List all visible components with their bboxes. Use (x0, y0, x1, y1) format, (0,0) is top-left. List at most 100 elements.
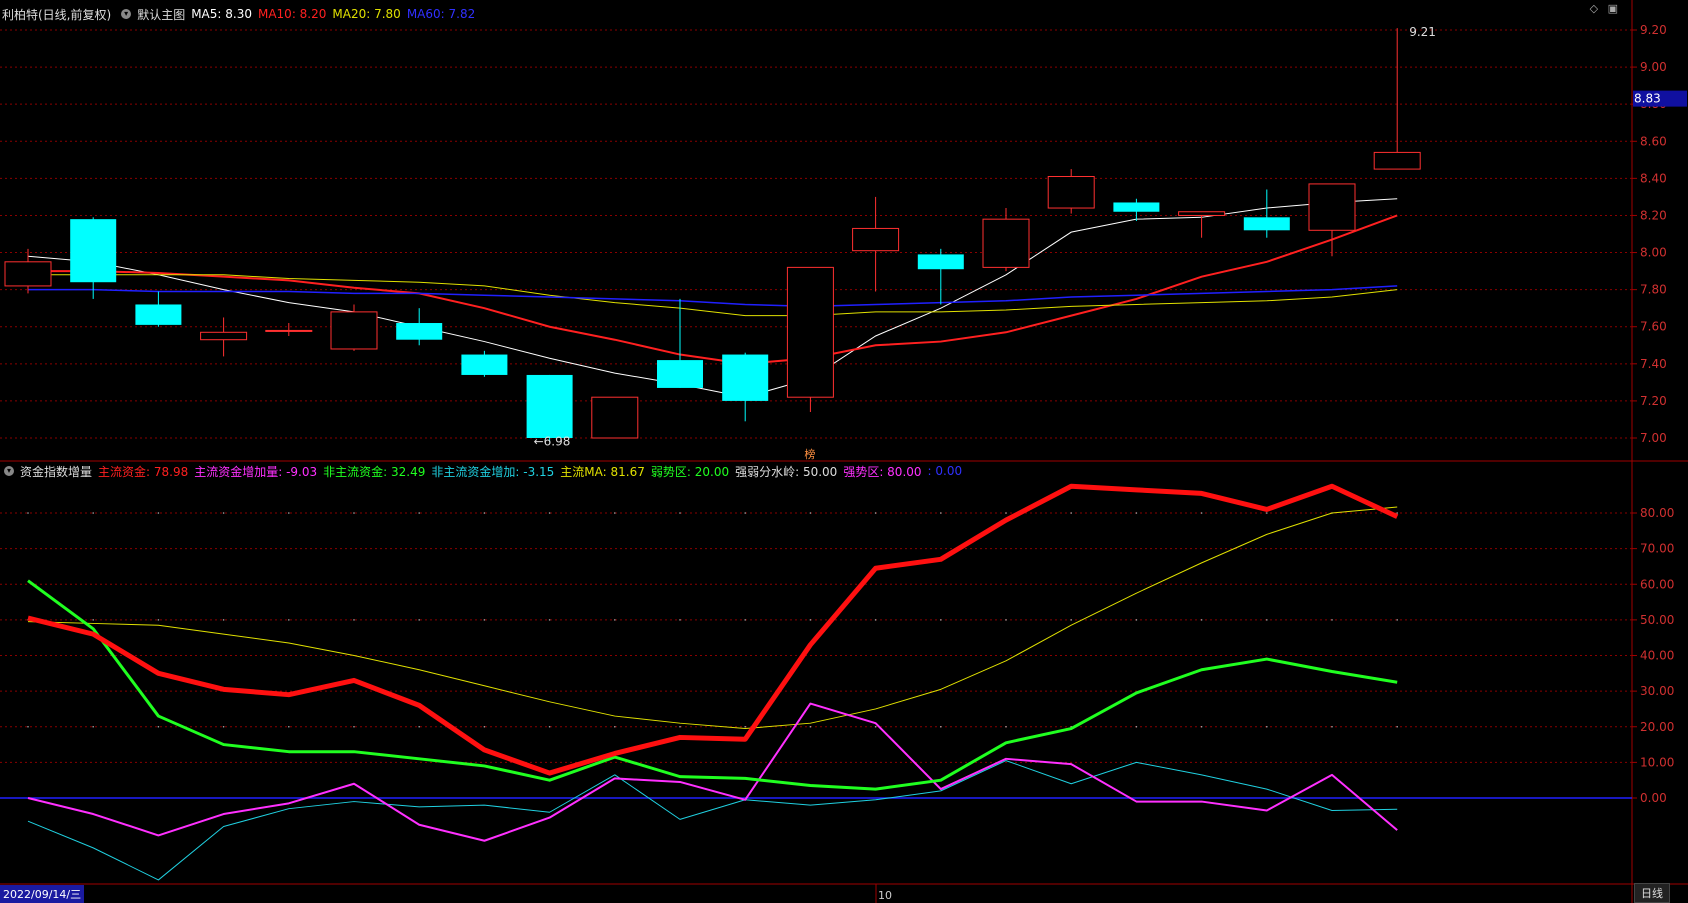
level-dot (1266, 512, 1268, 514)
level-dot (353, 512, 355, 514)
restore-icon[interactable]: ▣ (1607, 2, 1618, 15)
price-tick-label: 9.20 (1640, 23, 1667, 37)
main-fund-label: 主流资金: 78.98 (98, 464, 189, 479)
ma60-label: MA60: 7.82 (406, 7, 476, 21)
level-dot (27, 512, 29, 514)
diamond-icon[interactable]: ◇ (1589, 2, 1599, 15)
candle-body-up (1308, 183, 1356, 231)
candle-body-down (526, 374, 573, 438)
level-dot (483, 725, 486, 728)
level-dot (1070, 619, 1072, 621)
sub-line-4 (27, 506, 1398, 730)
level-dot (222, 725, 225, 728)
ma-line-ma20 (28, 274, 1398, 317)
level-dot (288, 725, 290, 728)
level-dot (418, 512, 421, 514)
level-dot (809, 725, 812, 728)
period-button[interactable]: 日线 (1634, 883, 1670, 903)
level-dot (418, 725, 421, 728)
dropdown-icon[interactable]: ▾ (121, 9, 132, 19)
date-label: 2022/09/14/三 (0, 885, 85, 903)
stock-label[interactable]: 利柏特(日线,前复权) (2, 7, 112, 22)
level-dot (940, 619, 942, 621)
price-tick-label: 7.60 (1640, 320, 1667, 334)
level-dot (1200, 512, 1203, 514)
level-dot (1070, 512, 1072, 514)
level-dot (679, 512, 681, 514)
level-dot (222, 619, 225, 621)
level-dot (809, 619, 812, 621)
level-dot (1266, 619, 1268, 621)
candle-body-up (265, 329, 313, 332)
price-tick-label: 7.80 (1640, 283, 1667, 297)
level-dot (27, 725, 29, 728)
level-dot (744, 725, 746, 728)
level-dot (1135, 619, 1138, 621)
candle-body-up (852, 227, 900, 252)
dropdown-icon[interactable]: ▾ (4, 466, 14, 476)
level-dot (614, 619, 616, 621)
candle-body-up (200, 331, 248, 341)
level-dot (1200, 619, 1203, 621)
level-dot (1396, 725, 1398, 728)
level-dot (809, 512, 812, 514)
level-dot (614, 512, 616, 514)
candle-body-up (1047, 176, 1095, 209)
candle-body-down (657, 360, 703, 388)
candle-body-down (1113, 202, 1160, 212)
ma-line-ma60 (28, 285, 1398, 308)
level-dot (548, 725, 551, 728)
level-dot (353, 725, 355, 728)
price-tick-label: 7.40 (1640, 357, 1667, 371)
price-tick-label: 8.40 (1640, 171, 1667, 185)
candle-body-down (1243, 217, 1290, 231)
indicator-name[interactable]: 资金指数增量 (20, 464, 93, 479)
level-dot (92, 725, 94, 728)
level-dot (614, 725, 616, 728)
main-indicator-label[interactable]: 默认主图 (137, 7, 186, 22)
sub-tick-label: 20.00 (1640, 720, 1674, 734)
level-dot (1005, 725, 1007, 728)
level-dot (1396, 512, 1398, 514)
price-tick-label: 7.00 (1640, 431, 1667, 445)
weak-zone-label: 弱势区: 20.00 (650, 464, 730, 479)
level-dot (679, 725, 681, 728)
level-dot (874, 512, 877, 514)
level-dot (1396, 619, 1398, 621)
sub-tick-label: 60.00 (1640, 577, 1674, 591)
sub-tick-label: 30.00 (1640, 684, 1674, 698)
level-dot (483, 512, 486, 514)
level-dot (940, 512, 942, 514)
level-dot (744, 512, 746, 514)
level-dot (1266, 725, 1268, 728)
price-tick-label: 8.20 (1640, 208, 1667, 222)
level-dot (92, 512, 94, 514)
level-dot (483, 619, 486, 621)
level-dot (1005, 619, 1007, 621)
sub-tick-label: 50.00 (1640, 613, 1674, 627)
main-ma-label: 主流MA: 81.67 (560, 464, 645, 479)
price-tick-label: 8.60 (1640, 134, 1667, 148)
main-chart-header: 利柏特(日线,前复权) ▾ 默认主图 MA5: 8.30 MA10: 8.20 … (0, 6, 481, 22)
ma5-label: MA5: 8.30 (191, 7, 252, 21)
sub-chart-header: ▾ 资金指数增量 主流资金: 78.98 主流资金增加量: -9.03 非主流资… (0, 463, 968, 479)
current-price-box (1633, 90, 1687, 107)
candle-body-up (786, 266, 834, 398)
window-icons: ◇ ▣ (1590, 2, 1618, 15)
candle-body-down (135, 304, 182, 325)
level-dot (1005, 512, 1007, 514)
price-tick-label: 9.00 (1640, 60, 1667, 74)
candle-body-up (4, 261, 52, 287)
divide-label: 强弱分水岭: 50.00 (735, 464, 838, 479)
current-price-label: 8.83 (1634, 92, 1661, 106)
ma-line-ma5 (27, 198, 1398, 398)
candle-body-down (722, 354, 769, 401)
sub-tick-label: 0.00 (1640, 791, 1667, 805)
level-dot (1331, 725, 1333, 728)
non-main-fund-label: 非主流资金: 32.49 (323, 464, 426, 479)
main-fund-inc-label: 主流资金增加量: -9.03 (194, 464, 318, 479)
sub-tick-label: 70.00 (1640, 542, 1674, 556)
candle-body-down (70, 219, 117, 283)
zero-label: : 0.00 (927, 464, 963, 478)
